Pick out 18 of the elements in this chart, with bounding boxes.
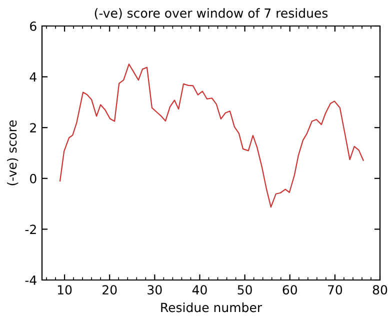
- y-tick-label: -2: [25, 224, 36, 234]
- chart-title: (-ve) score over window of 7 residues: [94, 8, 328, 20]
- x-tick-label: 20: [102, 285, 117, 295]
- y-tick-label: 2: [30, 123, 36, 132]
- line-series: [59, 64, 364, 208]
- x-tick-label: 30: [148, 285, 162, 295]
- y-axis-title: (-ve) score: [7, 120, 18, 186]
- x-tick-label: 10: [58, 285, 72, 295]
- x-axis-title: Residue number: [161, 302, 262, 312]
- y-tick-label: -4: [25, 276, 36, 285]
- x-tick-label: 80: [372, 285, 388, 295]
- y-tick-label: 4: [30, 72, 36, 82]
- x-tick-label: 70: [328, 285, 342, 295]
- x-tick-label: 40: [192, 285, 207, 295]
- y-tick-label: 6: [30, 21, 36, 31]
- x-tick-label: 60: [282, 285, 297, 295]
- y-tick-label: 0: [30, 174, 36, 184]
- x-tick-label: 50: [238, 285, 252, 295]
